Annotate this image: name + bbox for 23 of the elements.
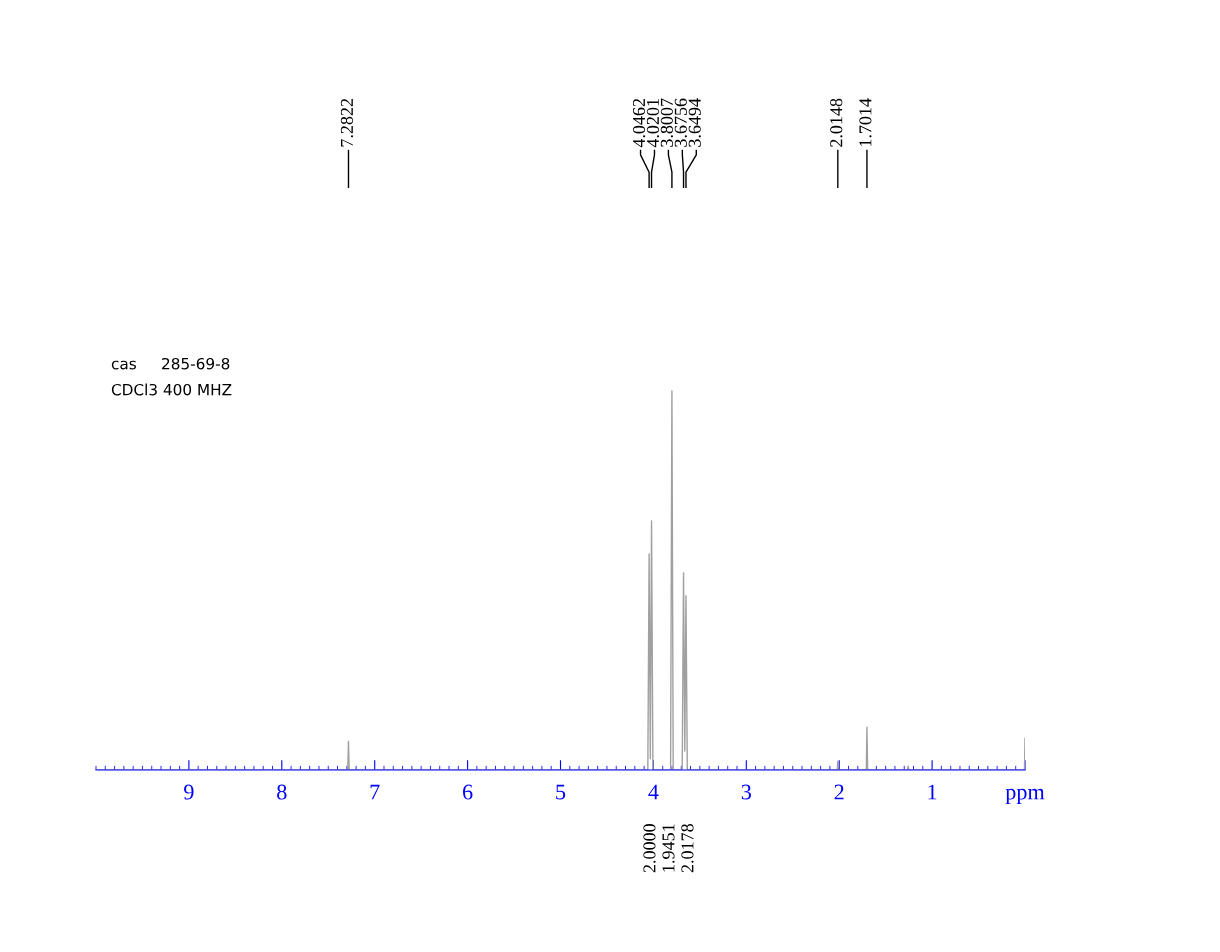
text: 1.9451 (662, 824, 675, 872)
annotation: 3.6756 (674, 98, 687, 147)
annotation: 3.8007 (660, 98, 674, 147)
annotation: 7.2822 (340, 98, 354, 147)
text: 2.0000 (643, 824, 656, 873)
annotation: 1.7014 (859, 98, 872, 147)
text: cas 285-69-8 (111, 357, 230, 370)
x-tick-label: 5 (556, 784, 566, 800)
x-tick-label: 9 (184, 784, 194, 800)
x-tick-label: 2 (834, 784, 844, 800)
x-tick-label: 1 (928, 784, 937, 800)
x-tick-label: 3 (741, 784, 751, 800)
text: 2.0178 (681, 824, 694, 873)
x-tick-label: 8 (277, 784, 287, 800)
annotation: 2.0148 (830, 98, 843, 147)
x-tick-label: ppm (1005, 788, 1045, 805)
x-tick-label: 6 (463, 784, 473, 800)
annotation: 4.0201 (646, 99, 660, 148)
annotation: 3.6494 (688, 98, 701, 147)
x-tick-label: 7 (370, 784, 380, 800)
annotation: CDCl3 400 MHZ (111, 383, 232, 396)
x-tick-label: 4 (648, 784, 659, 800)
annotation: 4.0462 (632, 98, 646, 148)
